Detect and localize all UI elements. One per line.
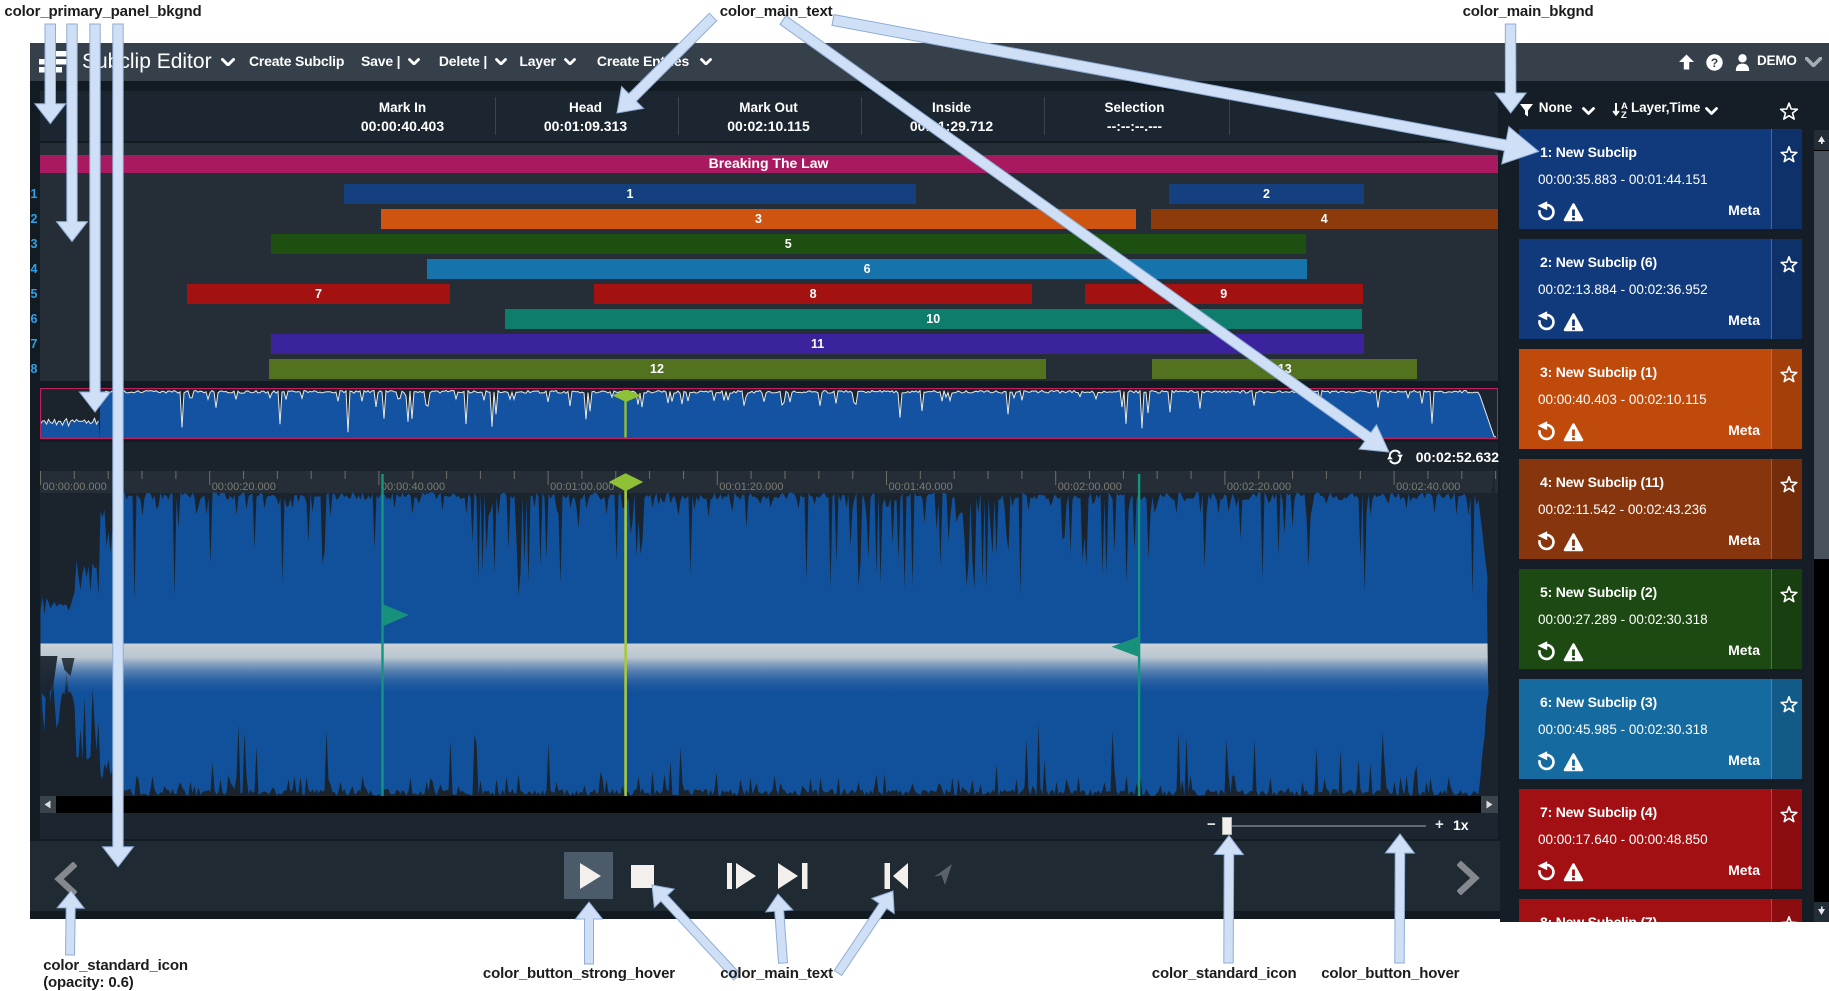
svg-text:00:02:00.000: 00:02:00.000 (1057, 481, 1121, 493)
svg-text:00:00:40.000: 00:00:40.000 (380, 481, 444, 493)
svg-text:00:02:40.000: 00:02:40.000 (1396, 481, 1460, 493)
svg-text:00:01:40.000: 00:01:40.000 (888, 481, 952, 493)
svg-text:00:01:20.000: 00:01:20.000 (719, 481, 783, 493)
svg-text:A: A (1621, 101, 1628, 112)
svg-text:00:01:00.000: 00:01:00.000 (550, 481, 614, 493)
svg-text:00:00:20.000: 00:00:20.000 (211, 481, 275, 493)
svg-text:00:00:00.000: 00:00:00.000 (42, 481, 106, 493)
svg-text:00:02:20.000: 00:02:20.000 (1226, 481, 1290, 493)
svg-text:?: ? (1710, 56, 1717, 70)
svg-text:Z: Z (1621, 110, 1627, 119)
